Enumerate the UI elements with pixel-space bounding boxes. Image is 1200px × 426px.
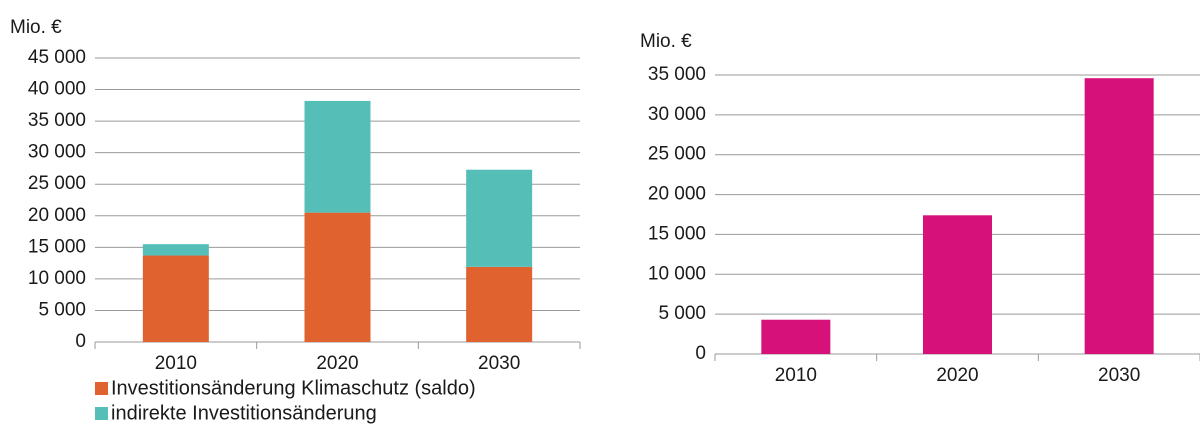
bar	[923, 215, 992, 354]
bar	[1084, 78, 1154, 354]
legend-swatch	[95, 407, 108, 420]
y-tick-label: 30 000	[28, 142, 86, 163]
legend-label: Investitionsänderung Klimaschutz (saldo)	[111, 377, 476, 399]
bar-segment	[142, 244, 209, 256]
y-tick-label: 30 000	[648, 104, 706, 125]
bar	[761, 319, 831, 354]
y-tick-label: 10 000	[28, 268, 86, 289]
bar-segment	[304, 100, 371, 213]
bar-segment	[142, 255, 209, 342]
bar-segment	[466, 266, 533, 342]
x-tick-label: 2020	[316, 353, 358, 374]
y-tick-label: 35 000	[648, 64, 706, 85]
y-tick-label: 5 000	[38, 299, 86, 320]
y-tick-label: 25 000	[648, 144, 706, 165]
y-tick-label: 5 000	[658, 303, 706, 324]
y-tick-label: 45 000	[28, 47, 86, 68]
y-axis-label: Mio. €	[10, 17, 62, 38]
y-tick-label: 0	[75, 331, 86, 352]
y-tick-label: 35 000	[28, 110, 86, 131]
x-tick-label: 2030	[1098, 365, 1140, 386]
bar-segment	[304, 212, 371, 342]
x-tick-label: 2010	[775, 365, 817, 386]
y-tick-label: 15 000	[28, 236, 86, 257]
y-tick-label: 20 000	[28, 205, 86, 226]
bar-segment	[466, 169, 533, 267]
legend-label: indirekte Investitionsänderung	[111, 402, 377, 424]
x-tick-label: 2030	[478, 353, 520, 374]
x-tick-label: 2010	[155, 353, 197, 374]
y-tick-label: 25 000	[28, 173, 86, 194]
y-tick-label: 10 000	[648, 263, 706, 284]
y-tick-label: 0	[695, 343, 706, 364]
y-tick-label: 40 000	[28, 79, 86, 100]
legend-swatch	[95, 382, 108, 395]
y-axis-label: Mio. €	[640, 31, 692, 52]
x-tick-label: 2020	[936, 365, 978, 386]
y-tick-label: 15 000	[648, 223, 706, 244]
y-tick-label: 20 000	[648, 184, 706, 205]
